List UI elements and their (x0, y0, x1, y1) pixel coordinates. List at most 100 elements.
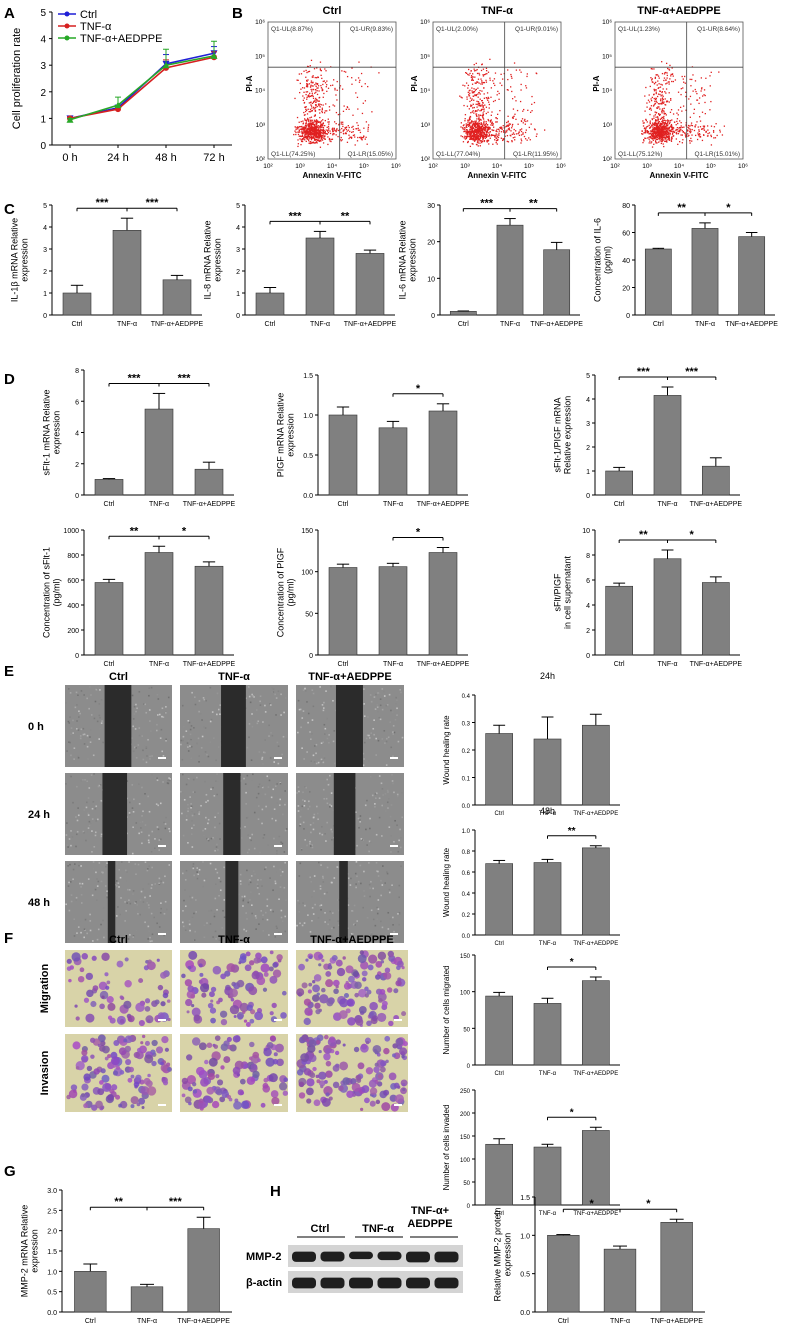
flow-event (307, 134, 310, 136)
x-tick-label: 72 h (203, 152, 224, 164)
cell-texture (166, 908, 168, 911)
flow-event (297, 131, 299, 133)
flow-event (476, 81, 479, 83)
flow-event (473, 135, 475, 137)
flow-event (655, 132, 657, 135)
cell-texture (277, 931, 280, 934)
flow-event (473, 123, 475, 125)
cell-texture (247, 901, 250, 904)
stained-cell (229, 988, 238, 998)
cell-texture (83, 733, 86, 736)
flow-event (663, 128, 665, 130)
stained-cell (312, 1066, 317, 1072)
flow-event (663, 101, 665, 103)
flow-event (693, 129, 696, 132)
cell-texture (90, 694, 92, 696)
cell-texture (270, 796, 273, 799)
cell-texture (92, 861, 95, 863)
flow-event (475, 122, 478, 125)
flow-event (469, 145, 472, 148)
flow-event (482, 123, 484, 125)
stained-cell (399, 1047, 408, 1056)
flow-event (324, 130, 326, 133)
flow-event (465, 125, 468, 127)
flow-event (335, 122, 337, 125)
flow-event (694, 126, 696, 128)
cell-texture (395, 696, 397, 699)
cell-texture (333, 877, 336, 879)
cell-texture (189, 728, 192, 731)
flow-event (306, 135, 309, 137)
flow-event (483, 140, 485, 142)
flow-event (472, 131, 474, 134)
cell-texture (75, 896, 78, 899)
stained-cell (164, 1047, 169, 1052)
cell-texture (146, 869, 149, 872)
cell-texture (92, 940, 94, 942)
stained-cell (138, 978, 144, 984)
cell-texture (124, 901, 126, 903)
flow-event (472, 127, 475, 129)
cell-texture (268, 934, 270, 936)
stained-cell (198, 1042, 207, 1051)
cell-texture (149, 755, 151, 758)
cell-texture (271, 817, 274, 820)
flow-event (666, 77, 668, 79)
cell-texture (323, 892, 326, 895)
cell-texture (319, 686, 321, 688)
flow-event (321, 107, 323, 109)
flow-event (493, 82, 495, 85)
flow-event (689, 129, 692, 131)
stained-cell (303, 1017, 311, 1026)
flow-event (313, 134, 315, 136)
flow-event (651, 129, 654, 132)
cell-texture (157, 714, 159, 716)
flow-event (307, 95, 309, 98)
flow-event (654, 135, 656, 137)
cell-texture (72, 801, 74, 804)
x-tick-label: 10⁴ (492, 163, 502, 170)
cell-texture (221, 927, 224, 929)
cell-texture (155, 695, 158, 698)
flow-event (297, 128, 299, 130)
wound-row-label: 48 h (28, 897, 50, 909)
flow-event (313, 139, 316, 141)
cell-texture (284, 697, 287, 699)
flow-event (652, 123, 655, 126)
quadrant-lr: Q1-LR(15.01%) (694, 151, 740, 158)
cell-texture (83, 928, 86, 931)
cell-texture (158, 849, 161, 851)
cell-texture (387, 736, 390, 739)
flow-event (662, 88, 664, 90)
flow-event (350, 137, 353, 139)
cell-texture (297, 810, 300, 812)
stained-cell (343, 982, 352, 990)
cell-texture (312, 816, 315, 819)
cell-texture (317, 761, 320, 764)
wound-image (180, 861, 288, 943)
flow-event (482, 105, 484, 107)
flow-event (299, 138, 301, 140)
cell-texture (320, 908, 322, 911)
flow-event (325, 70, 327, 72)
cell-texture (257, 792, 260, 795)
cell-texture (315, 743, 318, 746)
flow-event (314, 125, 316, 127)
flow-event (642, 141, 644, 144)
flow-event (301, 127, 303, 129)
cell-texture (255, 917, 258, 919)
cell-texture (70, 894, 73, 896)
flow-event (475, 143, 478, 146)
flow-event (668, 122, 670, 125)
cell-texture (371, 794, 374, 797)
blot-col-title: Ctrl (311, 1223, 330, 1235)
flow-event (333, 133, 335, 135)
cell-texture (156, 922, 158, 925)
cell-texture (216, 773, 218, 775)
flow-event (656, 127, 659, 129)
flow-event (352, 128, 355, 130)
stained-cell (303, 998, 312, 1006)
flow-event (317, 87, 319, 89)
flow-event (310, 84, 312, 86)
flow-event (320, 87, 323, 89)
